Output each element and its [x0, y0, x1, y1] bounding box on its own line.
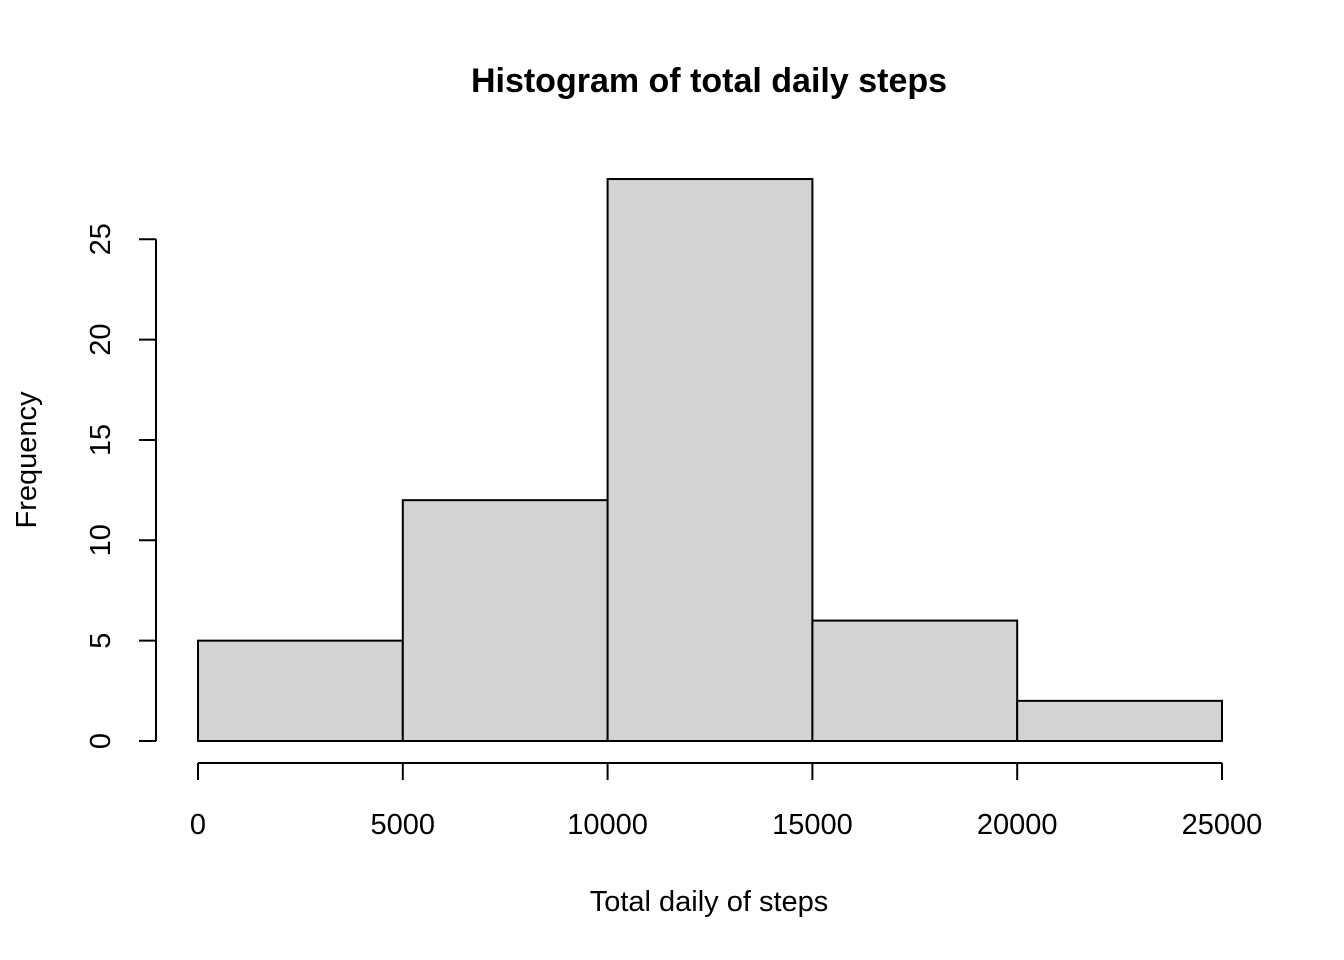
chart-title: Histogram of total daily steps — [471, 62, 947, 100]
histogram-bar — [811, 619, 1019, 743]
histogram-bar — [197, 639, 404, 743]
bars-group — [197, 178, 1224, 743]
x-tick-label: 15000 — [772, 809, 853, 841]
y-tick-label: 25 — [85, 223, 117, 255]
y-tick-label: 15 — [85, 424, 117, 456]
x-axis-label: Total daily of steps — [590, 886, 829, 918]
y-tick-label: 10 — [85, 524, 117, 556]
y-tick-label: 5 — [85, 633, 117, 649]
histogram-bar — [606, 178, 814, 743]
x-tick-label: 5000 — [371, 809, 436, 841]
x-tick-label: 20000 — [977, 809, 1058, 841]
histogram-bar — [1016, 699, 1224, 742]
x-axis: 0 5000 10000 15000 20000 25000 — [190, 762, 1263, 841]
x-tick-label: 25000 — [1182, 809, 1263, 841]
y-axis-label: Frequency — [11, 391, 43, 529]
y-tick-label: 0 — [85, 733, 117, 749]
histogram-bar — [401, 499, 609, 742]
x-tick-label: 10000 — [567, 809, 648, 841]
y-tick-label: 20 — [85, 323, 117, 355]
y-axis: 0 5 10 15 20 25 — [85, 223, 157, 749]
x-tick-label: 0 — [190, 809, 206, 841]
